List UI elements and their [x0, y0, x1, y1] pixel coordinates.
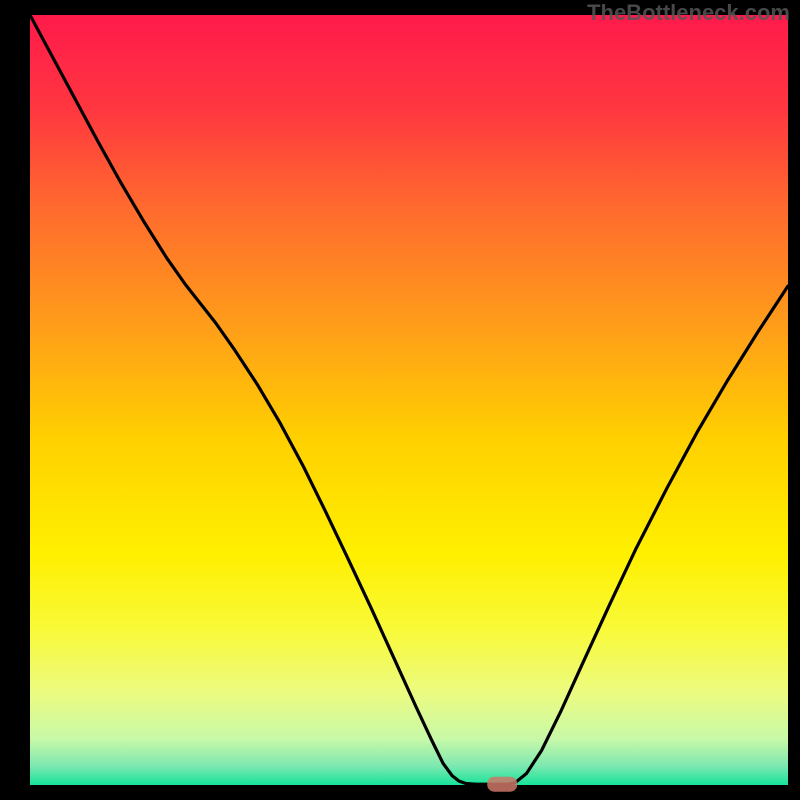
chart-svg [0, 0, 800, 800]
plot-background [30, 15, 788, 785]
bottleneck-chart: TheBottleneck.com [0, 0, 800, 800]
optimal-marker [487, 777, 517, 792]
watermark-text: TheBottleneck.com [587, 0, 790, 26]
